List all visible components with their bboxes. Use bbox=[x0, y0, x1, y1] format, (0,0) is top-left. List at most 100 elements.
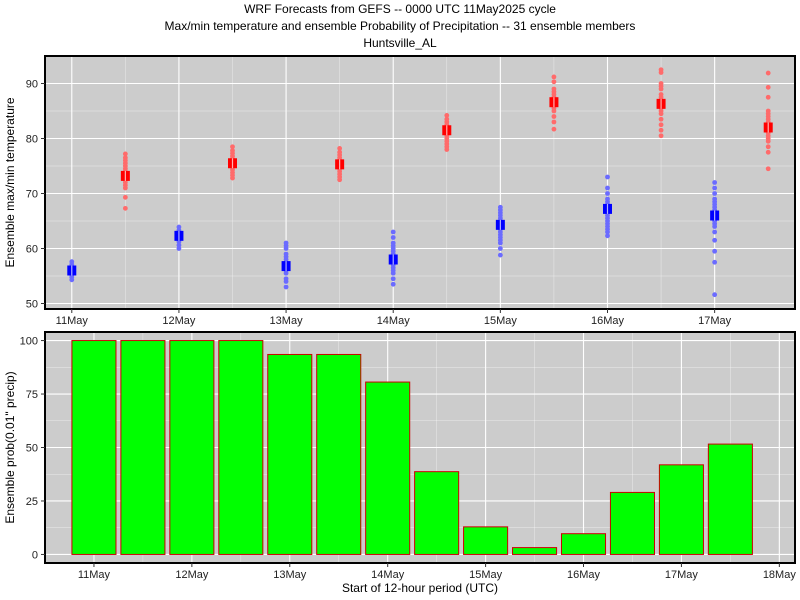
temp-min-member-point bbox=[283, 251, 289, 257]
temp-min-member-point bbox=[712, 191, 718, 196]
precip-y-tick-label: 0 bbox=[32, 549, 38, 561]
temp-min-member-point bbox=[390, 276, 396, 282]
temp-min-member-point bbox=[390, 229, 396, 235]
temp-x-tick-label: 16May bbox=[591, 315, 625, 327]
temp-frame bbox=[44, 55, 796, 310]
temp-y-tick-label: 60 bbox=[26, 244, 38, 256]
temp-max-member-point bbox=[658, 67, 664, 73]
temp-min-member-point bbox=[390, 240, 396, 246]
temp-max-member-point bbox=[551, 86, 557, 92]
temp-max-member-point bbox=[658, 133, 664, 139]
temp-max-member-point bbox=[765, 166, 771, 172]
temp-max-member-point bbox=[765, 108, 771, 114]
temp-max-member-point bbox=[658, 92, 664, 97]
precip-bar bbox=[658, 464, 704, 555]
temp-min-member-point bbox=[712, 185, 718, 191]
temp-max-member-point bbox=[122, 155, 128, 161]
temp-min-member-point bbox=[712, 180, 718, 185]
precip-x-tick-label: 17May bbox=[665, 569, 699, 581]
chart-location: Huntsville_AL bbox=[363, 36, 437, 50]
temp-max-member-point bbox=[551, 114, 557, 119]
temp-max-member-point bbox=[658, 127, 664, 133]
temp-max-member-point bbox=[122, 205, 128, 211]
precip-x-tick-label: 11May bbox=[78, 569, 111, 581]
precip-bar bbox=[218, 340, 264, 555]
temp-max-member-point bbox=[551, 126, 557, 132]
temp-min-member-point bbox=[712, 259, 718, 265]
temp-y-tick-label: 90 bbox=[26, 79, 38, 91]
precip-bar bbox=[120, 340, 166, 555]
temp-max-member-point bbox=[658, 81, 664, 86]
precip-y-tick-label: 50 bbox=[26, 443, 38, 455]
precip-bar bbox=[414, 471, 460, 555]
temp-max-member-point bbox=[551, 79, 557, 85]
precip-y-axis-label: Ensemble prob(0.01" precip) bbox=[3, 371, 17, 523]
temp-x-tick-label: 17May bbox=[698, 315, 732, 327]
precip-x-tick-label: 13May bbox=[273, 569, 307, 581]
temp-max-member-point bbox=[337, 146, 343, 151]
chart-title: WRF Forecasts from GEFS -- 0000 UTC 11Ma… bbox=[244, 2, 556, 16]
precip-bar bbox=[512, 547, 558, 555]
temp-min-member-point bbox=[605, 191, 610, 196]
temp-max-member-point bbox=[765, 149, 771, 155]
temp-x-tick-label: 15May bbox=[484, 315, 518, 327]
temp-min-member-point bbox=[605, 174, 610, 180]
temp-min-member-point bbox=[176, 224, 182, 230]
temp-max-member-point bbox=[658, 116, 664, 122]
precip-bar bbox=[365, 381, 411, 555]
precip-x-tick-label: 18May bbox=[763, 569, 797, 581]
precip-x-tick-label: 15May bbox=[469, 569, 503, 581]
precip-bar bbox=[316, 353, 362, 555]
temp-min-member-point bbox=[390, 235, 396, 240]
precip-x-tick-label: 12May bbox=[175, 569, 209, 581]
temp-max-member-point bbox=[230, 148, 235, 154]
chart-subtitle: Max/min temperature and ensemble Probabi… bbox=[164, 19, 636, 33]
temp-max-member-point bbox=[122, 194, 128, 200]
precip-x-tick-label: 16May bbox=[567, 569, 601, 581]
temp-min-member-point bbox=[390, 281, 396, 287]
precip-y-tick-label: 25 bbox=[26, 496, 38, 508]
temp-x-tick-label: 14May bbox=[377, 315, 411, 327]
temp-min-member-point bbox=[69, 259, 75, 265]
temp-max-member-point bbox=[658, 122, 664, 128]
temp-max-member-point bbox=[765, 84, 771, 90]
precip-bar bbox=[560, 533, 607, 555]
precip-bar bbox=[267, 353, 313, 555]
temp-min-member-point bbox=[497, 246, 503, 251]
temp-max-member-point bbox=[230, 144, 235, 150]
temp-x-tick-label: 11May bbox=[56, 315, 89, 327]
temp-max-member-point bbox=[765, 144, 771, 150]
temp-min-member-point bbox=[712, 248, 718, 254]
temp-min-member-point bbox=[605, 185, 610, 191]
precip-x-tick-label: 14May bbox=[371, 569, 405, 581]
precip-bar bbox=[609, 491, 655, 555]
precip-y-tick-label: 75 bbox=[26, 389, 38, 401]
precip-bar bbox=[169, 340, 215, 555]
temp-min-member-point bbox=[712, 196, 718, 202]
temp-x-tick-label: 13May bbox=[270, 315, 304, 327]
temp-plot-background bbox=[45, 56, 795, 309]
precip-x-axis-label: Start of 12-hour period (UTC) bbox=[342, 581, 498, 595]
precip-bar bbox=[463, 526, 509, 555]
temp-y-tick-label: 80 bbox=[26, 134, 38, 146]
temp-y-tick-label: 70 bbox=[26, 189, 38, 201]
temp-min-member-point bbox=[712, 237, 718, 243]
temp-y-tick-label: 50 bbox=[26, 299, 38, 311]
precip-bar bbox=[707, 443, 753, 555]
temp-max-member-point bbox=[122, 151, 128, 157]
temp-max-member-point bbox=[551, 119, 557, 125]
temp-min-member-point bbox=[712, 229, 718, 235]
temp-max-member-point bbox=[337, 149, 343, 155]
temp-min-member-point bbox=[497, 252, 503, 258]
temp-min-member-point bbox=[283, 240, 289, 246]
temp-max-member-point bbox=[444, 113, 450, 118]
temp-min-member-point bbox=[176, 242, 182, 248]
temp-y-axis-label: Ensemble max/min temperature bbox=[3, 97, 17, 267]
temp-min-member-point bbox=[497, 204, 503, 210]
temp-max-member-point bbox=[551, 74, 557, 80]
temp-min-member-point bbox=[712, 292, 718, 298]
temp-max-member-point bbox=[444, 116, 450, 122]
temp-max-member-point bbox=[765, 70, 771, 76]
